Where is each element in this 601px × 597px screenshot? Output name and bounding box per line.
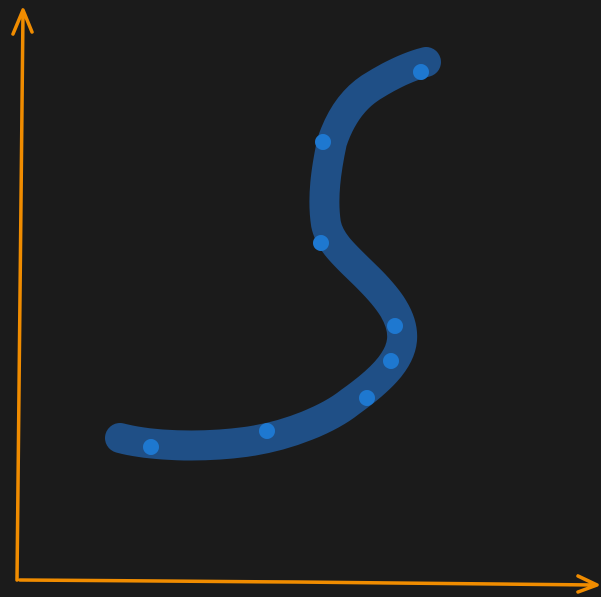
- control-points: [143, 64, 429, 455]
- control-point[interactable]: [313, 235, 329, 251]
- x-axis-arrowhead: [576, 574, 599, 594]
- control-point[interactable]: [315, 134, 331, 150]
- control-point[interactable]: [383, 353, 399, 369]
- x-axis: [18, 574, 599, 594]
- y-axis: [11, 8, 34, 582]
- y-axis-arrowhead: [11, 8, 34, 36]
- control-point[interactable]: [387, 318, 403, 334]
- control-point[interactable]: [259, 423, 275, 439]
- control-point[interactable]: [359, 390, 375, 406]
- control-point[interactable]: [413, 64, 429, 80]
- s-curve-stroke: [105, 47, 441, 461]
- x-axis-line: [18, 578, 598, 587]
- y-axis-line: [15, 10, 25, 582]
- control-point[interactable]: [143, 439, 159, 455]
